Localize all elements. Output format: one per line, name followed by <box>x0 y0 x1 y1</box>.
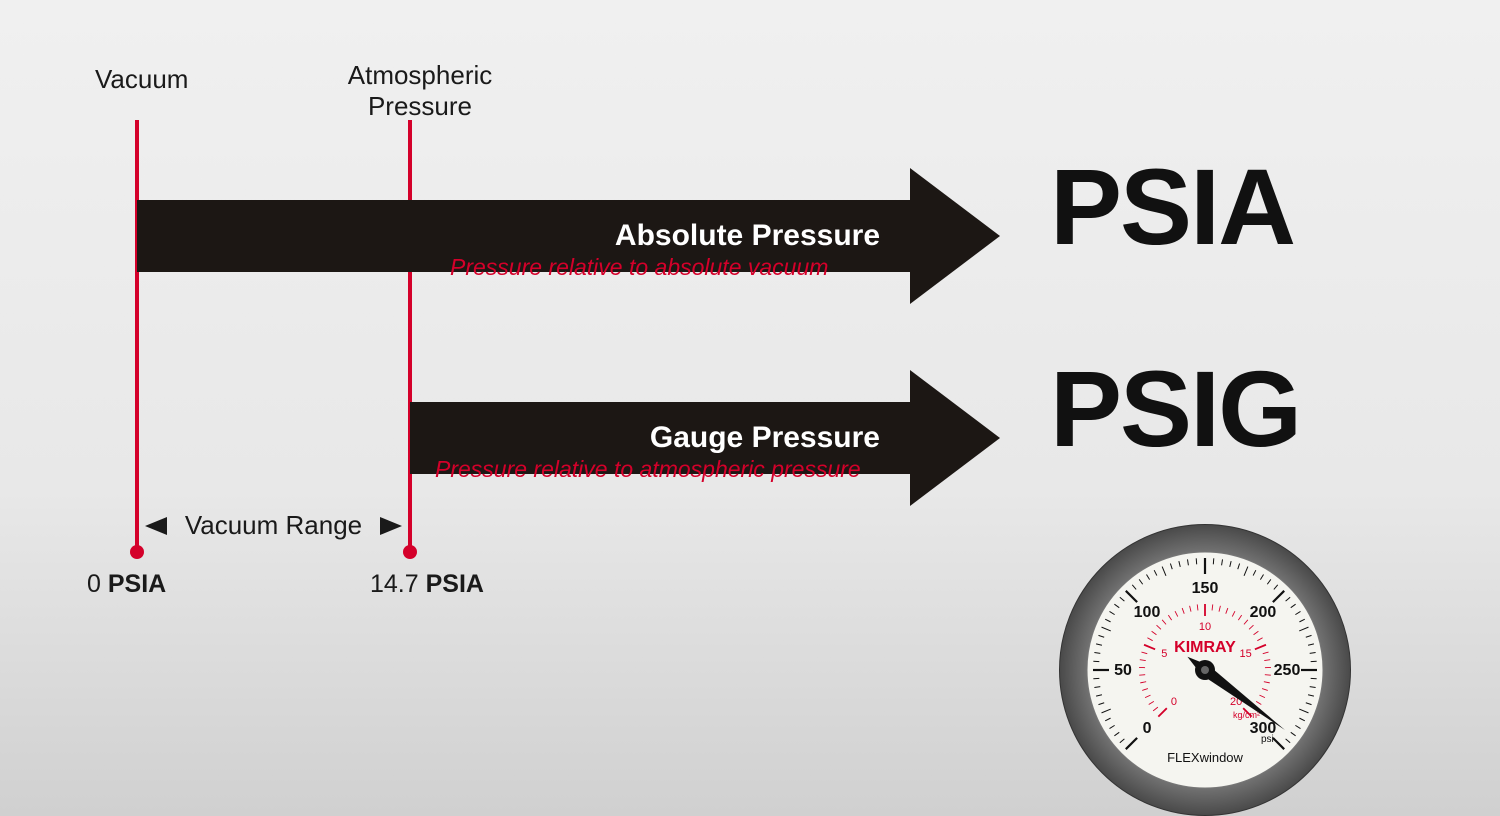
svg-text:FLEXwindow: FLEXwindow <box>1167 750 1243 765</box>
abbr-psig: PSIG <box>1050 346 1300 471</box>
label-14.7-psia: 14.7 PSIA <box>370 570 484 599</box>
diagram-container: Vacuum Atmospheric Pressure Absolute Pre… <box>0 0 1500 816</box>
abbr-psia: PSIA <box>1050 144 1294 269</box>
svg-text:5: 5 <box>1161 648 1167 660</box>
label-atm-line2: Pressure <box>368 91 472 121</box>
svg-text:kg/cm²: kg/cm² <box>1233 710 1260 720</box>
unit: PSIA <box>426 570 484 598</box>
vline-dot <box>130 545 144 559</box>
svg-text:0: 0 <box>1171 696 1177 708</box>
svg-text:psi: psi <box>1261 734 1274 745</box>
vacuum-range-label: Vacuum Range <box>171 510 376 541</box>
value: 14.7 <box>370 570 419 598</box>
svg-text:250: 250 <box>1274 662 1301 679</box>
pressure-gauge: 05010015020025030005101520KIMRAYpsikg/cm… <box>1055 520 1355 816</box>
vline-dot <box>403 545 417 559</box>
arrow-absolute: Absolute Pressure <box>137 168 1000 304</box>
arrow-head <box>910 370 1000 506</box>
svg-text:150: 150 <box>1192 580 1219 597</box>
arrow-head <box>910 168 1000 304</box>
svg-text:200: 200 <box>1250 604 1277 621</box>
range-arrow-right-icon <box>380 517 402 535</box>
vacuum-range: Vacuum Range <box>145 510 402 541</box>
caption-gauge: Pressure relative to atmospheric pressur… <box>435 456 861 483</box>
svg-text:0: 0 <box>1143 720 1152 737</box>
svg-text:100: 100 <box>1134 604 1161 621</box>
label-0-psia: 0 PSIA <box>87 570 166 599</box>
arrow-label: Gauge Pressure <box>410 421 910 455</box>
caption-absolute: Pressure relative to absolute vacuum <box>450 254 828 281</box>
label-vacuum: Vacuum <box>95 64 188 95</box>
label-atmospheric: Atmospheric Pressure <box>330 60 510 122</box>
svg-text:15: 15 <box>1240 648 1252 660</box>
svg-text:10: 10 <box>1199 621 1211 633</box>
svg-text:KIMRAY: KIMRAY <box>1174 639 1236 656</box>
label-atm-line1: Atmospheric <box>348 60 493 90</box>
range-arrow-left-icon <box>145 517 167 535</box>
value: 0 <box>87 570 101 598</box>
arrow-gauge: Gauge Pressure <box>410 370 1000 506</box>
unit: PSIA <box>108 570 166 598</box>
svg-text:50: 50 <box>1114 662 1132 679</box>
arrow-label: Absolute Pressure <box>137 219 910 253</box>
